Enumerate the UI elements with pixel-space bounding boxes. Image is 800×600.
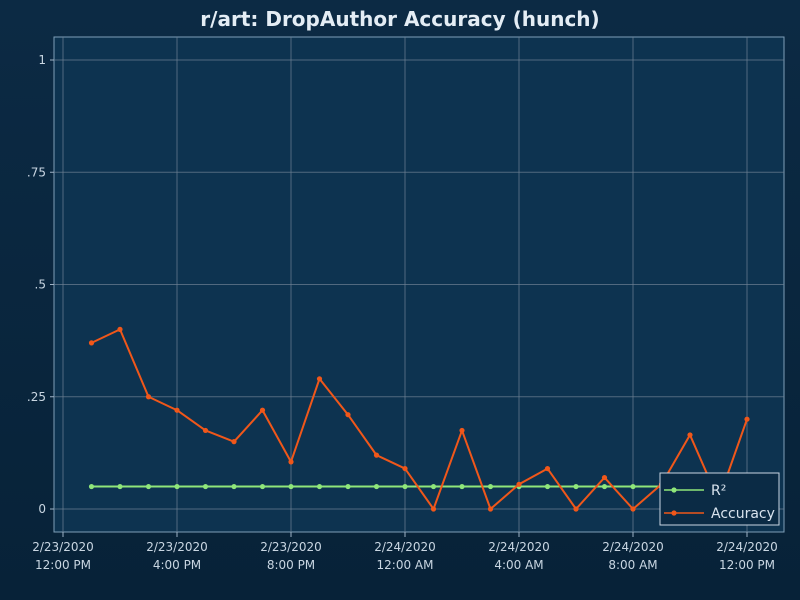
- data-point-accuracy: [459, 427, 465, 434]
- data-point-accuracy: [430, 506, 437, 512]
- x-tick-label: 2/24/2020 12:00 PM: [716, 540, 778, 572]
- data-point-r: [630, 483, 636, 490]
- legend-marker-r: [671, 487, 677, 493]
- x-tick-label: 2/23/2020 12:00 PM: [32, 540, 94, 572]
- x-tick-label: 2/24/2020 8:00 AM: [602, 540, 664, 572]
- data-point-accuracy: [373, 452, 380, 458]
- data-point-accuracy: [174, 407, 180, 413]
- legend: R² Accuracy: [659, 472, 780, 526]
- y-tick-label: .75: [27, 165, 46, 179]
- data-point-r: [430, 483, 437, 490]
- data-point-accuracy: [687, 432, 693, 438]
- data-point-r: [402, 483, 408, 490]
- data-point-accuracy: [402, 465, 408, 472]
- data-point-accuracy: [487, 506, 494, 512]
- data-point-accuracy: [345, 412, 351, 418]
- data-point-accuracy: [744, 416, 750, 422]
- legend-box: [659, 472, 780, 526]
- y-tick-label: .5: [35, 278, 46, 292]
- data-point-r: [174, 483, 180, 490]
- data-point-r: [459, 483, 465, 490]
- data-point-accuracy: [259, 407, 266, 413]
- data-point-accuracy: [544, 465, 551, 472]
- x-tick-label: 2/24/2020 4:00 AM: [488, 540, 550, 572]
- data-point-r: [345, 483, 351, 490]
- data-point-accuracy: [316, 376, 323, 382]
- legend-label-accuracy: Accuracy: [711, 506, 775, 522]
- data-point-accuracy: [231, 439, 237, 445]
- series-layer: [88, 326, 750, 512]
- data-point-accuracy: [601, 474, 608, 481]
- data-point-r: [487, 483, 494, 490]
- data-point-r: [288, 483, 294, 490]
- data-point-r: [117, 483, 123, 490]
- data-point-r: [316, 483, 323, 490]
- data-point-accuracy: [573, 506, 579, 512]
- data-point-r: [259, 483, 266, 490]
- data-point-r: [573, 483, 579, 490]
- data-point-r: [202, 483, 209, 490]
- x-tick-label: 2/23/2020 8:00 PM: [260, 540, 322, 572]
- legend-marker-accuracy: [671, 510, 677, 516]
- data-point-accuracy: [145, 394, 152, 400]
- data-point-accuracy: [630, 506, 636, 512]
- x-tick-label: 2/23/2020 4:00 PM: [146, 540, 208, 572]
- data-point-r: [145, 483, 152, 490]
- series-line-accuracy: [91, 328, 748, 510]
- data-point-r: [231, 483, 237, 490]
- data-point-accuracy: [88, 340, 95, 346]
- x-tick-label: 2/24/2020 12:00 AM: [374, 540, 436, 572]
- data-point-accuracy: [288, 459, 294, 465]
- y-tick-label: 0: [38, 502, 46, 516]
- data-point-r: [601, 483, 608, 490]
- data-point-accuracy: [117, 326, 123, 332]
- legend-label-r: R²: [711, 483, 726, 499]
- axes: 0 .25 .5 .75 1 2/23/2020 12:00 PM 2/23/2020 4:00…: [27, 53, 778, 572]
- y-tick-label: 1: [38, 53, 46, 67]
- data-point-accuracy: [202, 427, 209, 434]
- chart-title: r/art: DropAuthor Accuracy (hunch): [200, 7, 599, 31]
- data-point-r: [544, 483, 551, 490]
- data-point-r: [88, 483, 95, 490]
- data-point-accuracy: [516, 481, 522, 487]
- y-tick-label: .25: [27, 390, 46, 404]
- data-point-r: [373, 483, 380, 490]
